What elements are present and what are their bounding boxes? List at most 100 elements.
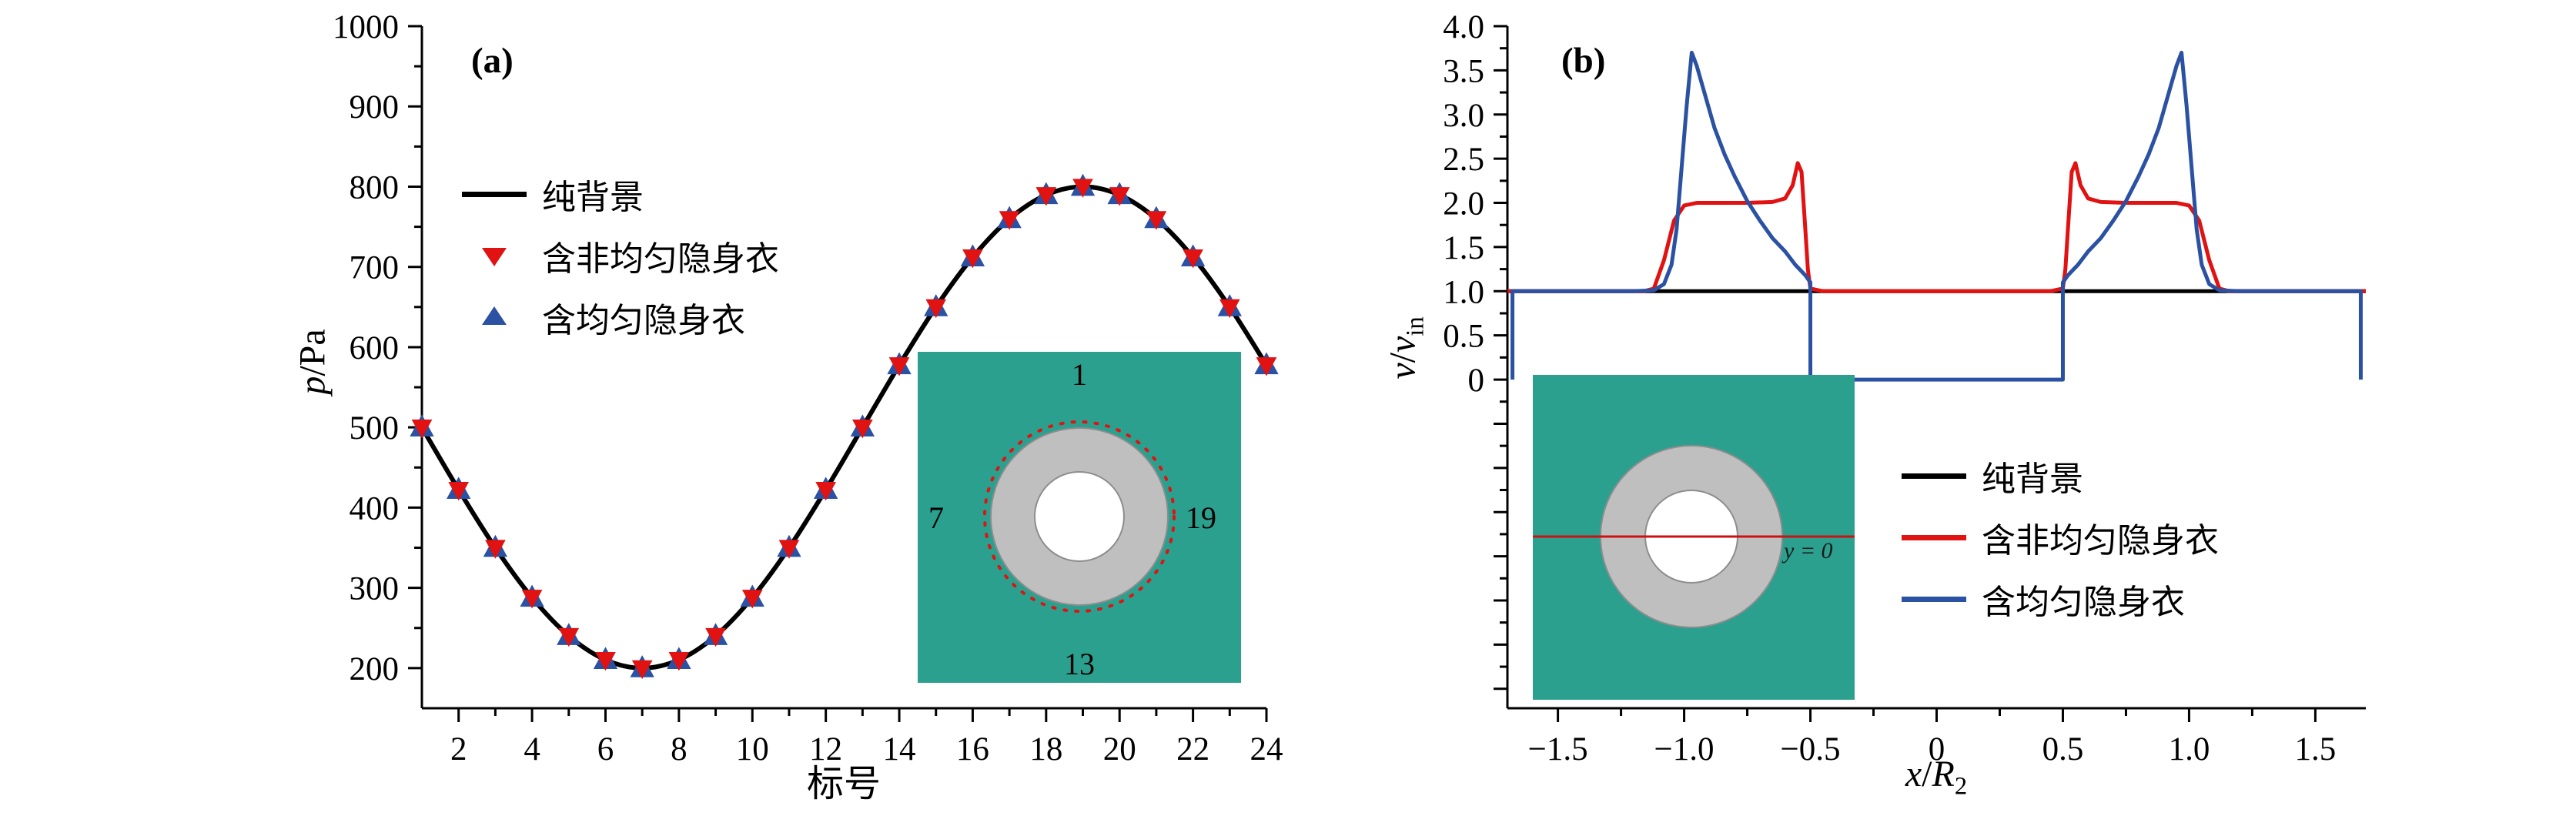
x-tick-label: 20: [1103, 731, 1136, 767]
x-tick-label: 1.0: [2169, 731, 2210, 767]
x-tick-label: 22: [1176, 731, 1209, 767]
legend-label: 纯背景: [1982, 460, 2083, 498]
x-tick-label: 6: [597, 731, 614, 767]
y-tick-label: 500: [350, 410, 400, 446]
panel-b-inset: y = 0: [1533, 375, 1855, 700]
y-tick-label: 900: [350, 89, 400, 125]
marker-triangle-down: [999, 211, 1020, 230]
x-tick-label: 0: [1929, 731, 1945, 767]
legend-item-uniform-cloak: 含均匀隐身衣: [462, 286, 779, 348]
y-tick-label: 800: [350, 169, 400, 206]
x-axis-variable: x: [1905, 754, 1922, 794]
y-tick-label: 600: [350, 330, 400, 366]
measurement-points-dotted-circle: [983, 420, 1176, 613]
y-tick-label: 4.0: [1443, 9, 1484, 45]
legend-item-nonuniform-cloak: 含非均匀隐身衣: [462, 225, 779, 286]
cloak-cross-section: [983, 420, 1176, 613]
marker-triangle-down: [778, 540, 800, 559]
marker-triangle-down: [741, 590, 763, 609]
legend-item-nonuniform-cloak: 含非均匀隐身衣: [1902, 507, 2219, 568]
y-tick-label: 300: [350, 571, 400, 607]
y-zero-label: y = 0: [1784, 538, 1833, 563]
cloak-inner-circle: [1034, 471, 1125, 562]
x-tick-label: 18: [1029, 731, 1062, 767]
legend-item-uniform-cloak: 含均匀隐身衣: [1902, 568, 2219, 630]
y-tick-label: 700: [350, 250, 400, 286]
y-tick-label: 0: [1468, 363, 1485, 399]
legend-label: 含均匀隐身衣: [1982, 584, 2185, 621]
panel-a-legend: 纯背景 含非均匀隐身衣 含均匀隐身衣: [462, 163, 779, 348]
boundary-point-19: 19: [1186, 500, 1216, 535]
marker-triangle-down: [1109, 187, 1130, 206]
x-tick-label: −1.0: [1654, 731, 1715, 767]
triangle-up-icon: [482, 306, 507, 325]
marker-triangle-down: [815, 481, 836, 501]
triangle-down-icon: [482, 248, 507, 266]
y-axis-variable: v: [1382, 363, 1423, 380]
marker-triangle-down: [852, 420, 873, 439]
legend-label: 含非均匀隐身衣: [1982, 522, 2219, 560]
curve: [1510, 50, 2363, 382]
boundary-point-7: 7: [928, 500, 944, 535]
panel-b-y-axis-title: v/vin: [1382, 316, 1430, 380]
panel-a-x-axis-title: 标号: [806, 764, 881, 804]
legend-label: 含均匀隐身衣: [542, 302, 745, 339]
y-tick-label: 2.0: [1443, 186, 1484, 222]
marker-triangle-down: [411, 420, 433, 439]
x-tick-label: 1.5: [2295, 731, 2337, 767]
panel-b-tag: (b): [1561, 41, 1606, 81]
curve: [1507, 161, 2366, 293]
boundary-point-1: 1: [1072, 357, 1087, 392]
panel-b-x-axis-title: x/R2: [1905, 754, 1968, 801]
y-tick-label: 3.5: [1443, 53, 1484, 89]
cloak-cross-section: [1533, 445, 1855, 628]
x-tick-label: 8: [671, 731, 687, 767]
panel-a-y-axis-title: p/Pa: [292, 329, 334, 394]
y-axis-unit: /Pa: [292, 329, 333, 376]
y-tick-label: 200: [350, 651, 400, 687]
legend-item-pure-background: 纯背景: [1902, 445, 2219, 507]
legend-label: 纯背景: [542, 179, 644, 216]
marker-triangle-down: [1072, 179, 1093, 198]
legend-item-pure-background: 纯背景: [462, 163, 779, 225]
y-tick-label: 1.5: [1443, 230, 1484, 266]
marker-triangle-down: [1256, 357, 1277, 376]
marker-triangle-down: [595, 652, 616, 671]
marker-triangle-down: [705, 627, 726, 647]
line-swatch-icon: [1902, 535, 1966, 540]
y-tick-label: 1.0: [1443, 274, 1484, 310]
marker-triangle-down: [1035, 187, 1057, 206]
marker-triangle-down: [888, 357, 910, 376]
y-tick-label: 400: [350, 490, 400, 527]
marker-triangle-down: [668, 652, 690, 671]
x-tick-label: 24: [1250, 731, 1283, 767]
x-axis-subscript: 2: [1954, 772, 1968, 801]
x-tick-label: 12: [809, 731, 842, 767]
marker-triangle-down: [1219, 299, 1240, 319]
y-axis-subscript: in: [1401, 316, 1430, 336]
line-swatch-icon: [1902, 597, 1966, 602]
x-tick-label: −1.5: [1528, 731, 1588, 767]
marker-triangle-down: [521, 590, 543, 609]
boundary-point-13: 13: [1064, 647, 1095, 681]
y-tick-label: 0.5: [1443, 319, 1484, 355]
marker-triangle-down: [631, 660, 653, 680]
line-swatch-icon: [462, 192, 527, 197]
x-tick-label: 14: [883, 731, 916, 767]
marker-triangle-down: [448, 481, 470, 501]
x-tick-label: 10: [736, 731, 769, 767]
line-swatch-icon: [1902, 473, 1966, 479]
panel-a-tag: (a): [471, 41, 514, 81]
x-tick-label: 16: [956, 731, 989, 767]
y-tick-label: 3.0: [1443, 98, 1484, 134]
marker-triangle-down: [962, 249, 983, 269]
y-tick-label: 2.5: [1443, 142, 1484, 178]
marker-triangle-down: [485, 540, 506, 559]
panel-b-legend: 纯背景 含非均匀隐身衣 含均匀隐身衣: [1902, 445, 2219, 630]
x-tick-label: 4: [524, 731, 540, 767]
marker-triangle-down: [925, 299, 947, 319]
x-tick-label: 2: [450, 731, 467, 767]
y-axis-variable: p: [292, 376, 333, 395]
